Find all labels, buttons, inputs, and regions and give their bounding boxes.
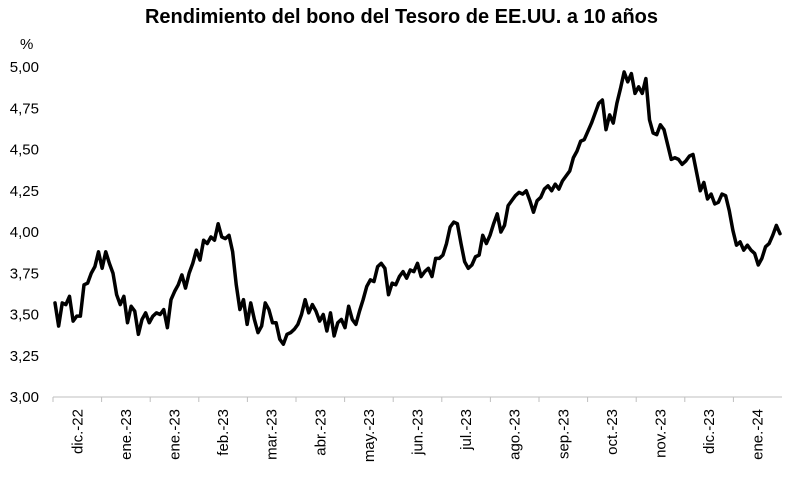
y-tick-label: 3,50 xyxy=(10,307,39,324)
x-tick-label: mar.-23 xyxy=(264,409,281,460)
x-tick-label: feb.-23 xyxy=(215,409,232,456)
x-axis-tick-marks xyxy=(52,397,734,402)
x-tick-label: oct.-23 xyxy=(604,409,621,455)
y-tick-label: 4,75 xyxy=(10,100,39,117)
x-tick-label: nov.-23 xyxy=(653,409,670,458)
chart-title: Rendimiento del bono del Tesoro de EE.UU… xyxy=(144,6,659,28)
y-tick-label: 4,00 xyxy=(10,224,39,241)
x-tick-label: dic.-23 xyxy=(701,409,718,454)
x-tick-label: ene.-24 xyxy=(750,409,767,460)
x-tick-label: ene.-23 xyxy=(167,409,184,460)
y-tick-label: 4,25 xyxy=(10,183,39,200)
x-tick-label: dic.-22 xyxy=(69,409,86,454)
x-tick-label: ago.-23 xyxy=(507,409,524,460)
y-tick-label: 5,00 xyxy=(10,59,39,76)
x-axis-ticks: dic.-22 ene.-23 ene.-23 feb.-23 mar.-23 abr.-… xyxy=(69,409,766,462)
x-tick-label: ene.-23 xyxy=(118,409,135,460)
y-tick-label: 3,25 xyxy=(10,348,39,365)
y-tick-label: 4,50 xyxy=(10,142,39,159)
y-axis-ticks: 3,00 3,25 3,50 3,75 4,00 4,25 4,50 4,75 5,00 xyxy=(10,59,39,406)
y-axis-label: % xyxy=(20,36,33,53)
series-line xyxy=(53,70,782,346)
x-tick-label: jul.-23 xyxy=(458,409,475,451)
x-tick-label: sep.-23 xyxy=(555,409,572,459)
y-tick-label: 3,75 xyxy=(10,265,39,282)
y-tick-label: 3,00 xyxy=(10,389,39,406)
x-tick-label: jun.-23 xyxy=(410,409,427,456)
x-tick-label: abr.-23 xyxy=(312,409,329,456)
x-tick-label: may.-23 xyxy=(361,409,378,462)
